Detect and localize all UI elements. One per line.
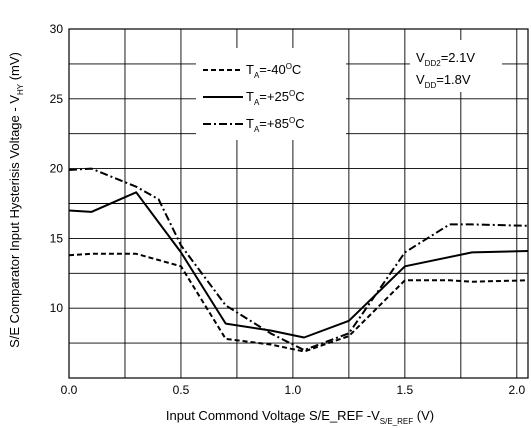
y-axis-label-sub: HY (16, 83, 25, 95)
legend: TA=-40OC TA=+25OC TA=+85OC (196, 48, 346, 140)
x-tick-label: 1.5 (397, 383, 414, 397)
x-tick-label: 0.5 (173, 383, 190, 397)
series-line-2 (69, 191, 528, 339)
series-lines (69, 167, 528, 353)
series-line-1 (69, 252, 528, 353)
y-axis-label-unit: (mV) (7, 52, 22, 84)
x-tick-label: 1.0 (285, 383, 302, 397)
x-axis-label-unit: (V) (413, 408, 434, 423)
y-tick-label: 30 (50, 22, 64, 36)
x-axis-label-main: Input Commond Voltage S/E_REF -V (166, 408, 380, 423)
x-axis-label-sub: S/E_REF (380, 417, 413, 426)
legend-label-1: TA=-40OC (246, 62, 301, 80)
x-tick-label: 2.0 (508, 383, 525, 397)
legend-label-2: TA=+25OC (246, 89, 305, 107)
supply-note-2: VDD=1.8V (416, 72, 471, 90)
y-axis-label: S/E Comparator Input Hysterisis Voltage … (7, 52, 25, 348)
y-axis-label-main: S/E Comparator Input Hysterisis Voltage … (7, 95, 22, 348)
series-line-3 (69, 167, 528, 352)
y-tick-label: 10 (50, 301, 64, 315)
y-tick-labels: 10 15 20 25 30 (50, 22, 64, 315)
x-axis-label: Input Commond Voltage S/E_REF -VS/E_REF … (166, 408, 434, 426)
notes-background (410, 40, 502, 92)
x-tick-label: 0.0 (61, 383, 78, 397)
legend-label-3: TA=+85OC (246, 116, 305, 134)
y-tick-label: 20 (50, 162, 64, 176)
y-tick-label: 25 (50, 92, 64, 106)
y-tick-label: 15 (50, 231, 64, 245)
supply-voltage-notes: VDD2=2.1V VDD=1.8V (410, 40, 502, 92)
plot-frame (68, 28, 529, 379)
x-tick-labels: 0.0 0.5 1.0 1.5 2.0 (61, 383, 526, 397)
supply-note-1: VDD2=2.1V (416, 50, 475, 68)
